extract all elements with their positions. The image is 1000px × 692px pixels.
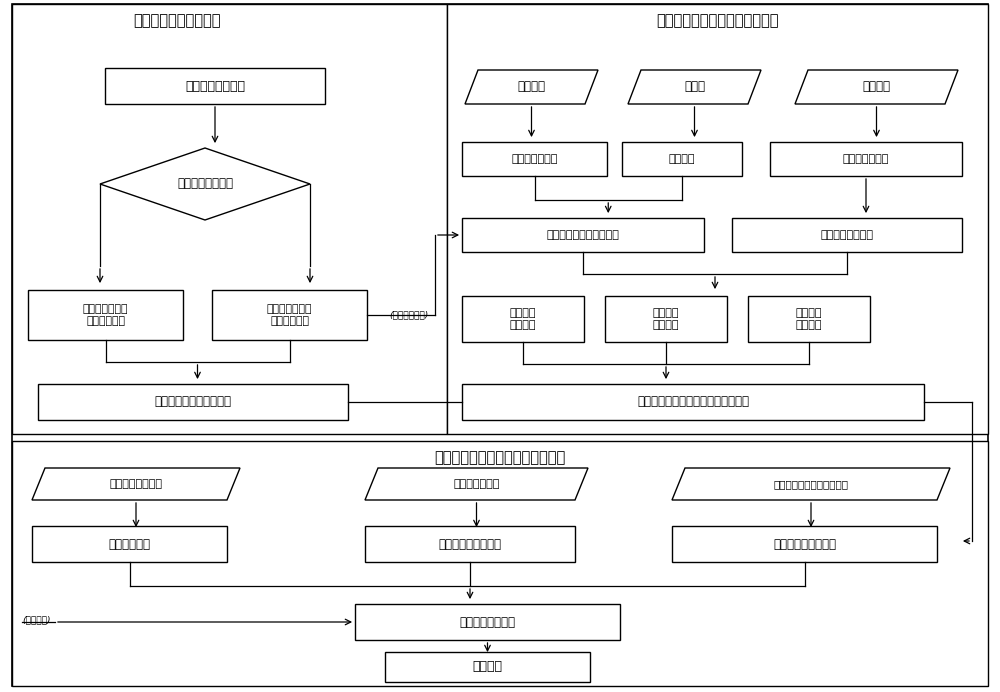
FancyBboxPatch shape (212, 290, 367, 340)
FancyBboxPatch shape (672, 526, 937, 562)
Text: 贝叶斯模型构建: 贝叶斯模型构建 (843, 154, 889, 164)
Polygon shape (32, 468, 240, 500)
FancyBboxPatch shape (622, 142, 742, 176)
Text: 山火跳闸
风险分布: 山火跳闸 风险分布 (653, 308, 679, 330)
Text: 山火条件下线路跳闸风险: 山火条件下线路跳闸风险 (155, 396, 232, 408)
FancyBboxPatch shape (12, 4, 988, 686)
FancyBboxPatch shape (605, 296, 727, 342)
FancyBboxPatch shape (770, 142, 962, 176)
FancyBboxPatch shape (32, 526, 227, 562)
Polygon shape (365, 468, 588, 500)
FancyBboxPatch shape (12, 441, 988, 686)
Text: 气象站: 气象站 (684, 80, 705, 93)
Text: 在线监测装置图像视频数据: 在线监测装置图像视频数据 (774, 479, 848, 489)
FancyBboxPatch shape (365, 526, 575, 562)
Text: 输电线路
重要等级: 输电线路 重要等级 (796, 308, 822, 330)
Polygon shape (465, 70, 598, 104)
FancyBboxPatch shape (462, 142, 607, 176)
Text: 火焰是否包络导线: 火焰是否包络导线 (177, 178, 233, 190)
Text: 山火发生风险分布: 山火发生风险分布 (821, 230, 874, 240)
Polygon shape (672, 468, 950, 500)
FancyBboxPatch shape (462, 296, 584, 342)
Text: 火焰中输电线路
耐受电压计算: 火焰中输电线路 耐受电压计算 (83, 304, 128, 326)
Text: 局部高风险地区监测: 局部高风险地区监测 (773, 538, 836, 551)
FancyBboxPatch shape (748, 296, 870, 342)
Text: 多源卫星遥感数据: 多源卫星遥感数据 (110, 479, 162, 489)
FancyBboxPatch shape (385, 652, 590, 682)
Text: 激光点云: 激光点云 (518, 80, 546, 93)
Text: (时段平均气象): (时段平均气象) (389, 311, 428, 320)
Text: 网格数据: 网格数据 (862, 80, 890, 93)
Text: 山火告警: 山火告警 (473, 660, 503, 673)
Text: 无人机特巡图像: 无人机特巡图像 (453, 479, 500, 489)
Polygon shape (628, 70, 761, 104)
Text: 高频广域监测: 高频广域监测 (108, 538, 150, 551)
FancyBboxPatch shape (462, 218, 704, 252)
Text: 火焰燃烧高度计算: 火焰燃烧高度计算 (185, 80, 245, 93)
Polygon shape (100, 148, 310, 220)
Text: 卫星监测
盲区分布: 卫星监测 盲区分布 (510, 308, 536, 330)
Text: 山火高发期特殊巡查: 山火高发期特殊巡查 (438, 538, 502, 551)
Text: 山火条件下跳闸风险分布: 山火条件下跳闸风险分布 (547, 230, 619, 240)
Text: 实时跳闸风险评估: 实时跳闸风险评估 (460, 615, 516, 628)
Text: 线路、地表参数: 线路、地表参数 (511, 154, 558, 164)
FancyBboxPatch shape (28, 290, 183, 340)
Text: 山火跳闸风险评估模块: 山火跳闸风险评估模块 (134, 14, 221, 28)
FancyBboxPatch shape (447, 4, 988, 434)
Text: 立体化输电走廊山火监测告警模块: 立体化输电走廊山火监测告警模块 (434, 450, 566, 466)
FancyBboxPatch shape (462, 384, 924, 420)
Text: 山火在线监测装置布点规划方案构建: 山火在线监测装置布点规划方案构建 (637, 396, 749, 408)
Text: (实时气象): (实时气象) (22, 615, 50, 624)
FancyBboxPatch shape (732, 218, 962, 252)
FancyBboxPatch shape (355, 604, 620, 640)
FancyBboxPatch shape (12, 4, 447, 434)
Text: 气象参数: 气象参数 (669, 154, 695, 164)
Text: 高温烟气中山火
耐受电压计算: 高温烟气中山火 耐受电压计算 (267, 304, 312, 326)
Polygon shape (795, 70, 958, 104)
Text: 山火在线监测装置布点规划模块: 山火在线监测装置布点规划模块 (656, 14, 779, 28)
FancyBboxPatch shape (38, 384, 348, 420)
FancyBboxPatch shape (105, 68, 325, 104)
